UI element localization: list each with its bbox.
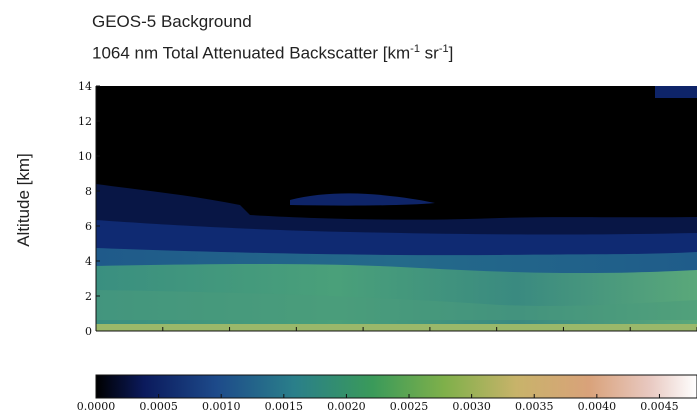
colorbar — [95, 374, 697, 399]
colorbar-tick-label: 0.0010 — [202, 400, 241, 413]
heatmap-layer-plume — [290, 193, 435, 206]
colorbar-tick-label: 0.0030 — [452, 400, 491, 413]
heatmap-layer-surface — [96, 324, 697, 331]
title-sup1: -1 — [410, 43, 420, 55]
title-suffix: ] — [448, 43, 454, 63]
y-tick-label: 12 — [78, 115, 92, 128]
colorbar-ticks: 0.0000 0.0005 0.0010 0.0015 0.0020 0.0025 0.00… — [77, 394, 679, 413]
y-tick-label: 8 — [85, 185, 92, 198]
x-ticks — [95, 327, 697, 331]
y-tick-label: 0 — [85, 325, 92, 338]
colorbar-tick-label: 0.0035 — [515, 400, 554, 413]
colorbar-tick-label: 0.0025 — [390, 400, 429, 413]
title-prefix: 1064 nm Total Attenuated Backscatter [km — [92, 43, 411, 63]
colorbar-tick-label: 0.0045 — [640, 400, 679, 413]
y-tick-label: 14 — [78, 80, 92, 93]
colorbar-tick-label: 0.0015 — [265, 400, 304, 413]
heatmap-layer-top-right — [655, 86, 697, 98]
colorbar-tick-label: 0.0000 — [77, 400, 116, 413]
y-tick-label: 2 — [85, 290, 92, 303]
y-tick-label: 6 — [85, 220, 92, 233]
y-ticks: 0 2 4 6 8 10 12 14 — [78, 80, 100, 338]
colorbar-tick-label: 0.0020 — [327, 400, 366, 413]
heatmap — [96, 86, 697, 331]
title-mid: sr — [419, 43, 439, 63]
title-sup2: -1 — [438, 43, 449, 55]
colorbar-tick-label: 0.0005 — [139, 400, 178, 413]
y-tick-label: 4 — [85, 255, 92, 268]
chart-title-line1: GEOS-5 Background — [92, 12, 252, 31]
y-tick-label: 10 — [78, 150, 92, 163]
chart-title-line2: 1064 nm Total Attenuated Backscatter [km… — [92, 43, 453, 64]
heatmap-layer-boundary-inner — [96, 290, 697, 320]
colorbar-tick-label: 0.0040 — [578, 400, 617, 413]
